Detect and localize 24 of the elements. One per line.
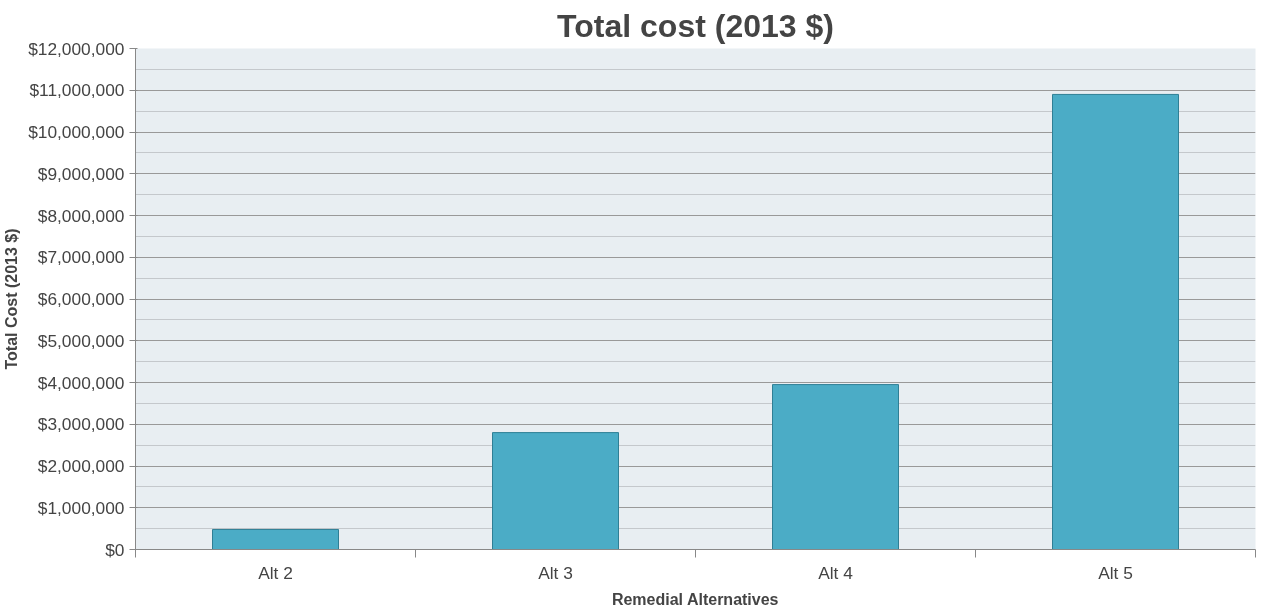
y-tick-label: $1,000,000 [37,497,125,518]
y-tick-label: $2,000,000 [37,456,125,476]
y-tick-label: $11,000,000 [29,80,125,101]
y-tick-label: $3,000,000 [37,414,125,435]
bar [1052,93,1179,550]
y-tick-label: $12,000,000 [28,38,125,59]
y-tick-label: $10,000,000 [28,122,125,142]
y-axis-title: Total Cost (2013 $) [3,228,21,370]
x-tick-label: Alt 5 [1098,562,1133,583]
x-tick-label: Alt 2 [258,562,293,583]
y-tick-label: $0 [105,539,125,560]
y-tick-label: $7,000,000 [37,247,125,268]
x-axis-title: Remedial Alternatives [611,590,779,608]
bar [772,384,899,550]
x-tick-label: Alt 3 [538,562,573,583]
y-tick-label: $9,000,000 [37,163,125,184]
x-tick-label: Alt 4 [818,562,854,583]
bar [212,528,339,550]
bar [492,432,619,550]
y-tick-label: $4,000,000 [37,372,125,393]
chart-title: Total cost (2013 $) [557,7,834,44]
y-tick-label: $6,000,000 [37,289,125,309]
y-tick-label: $5,000,000 [37,330,125,351]
y-tick-label: $8,000,000 [37,205,125,226]
